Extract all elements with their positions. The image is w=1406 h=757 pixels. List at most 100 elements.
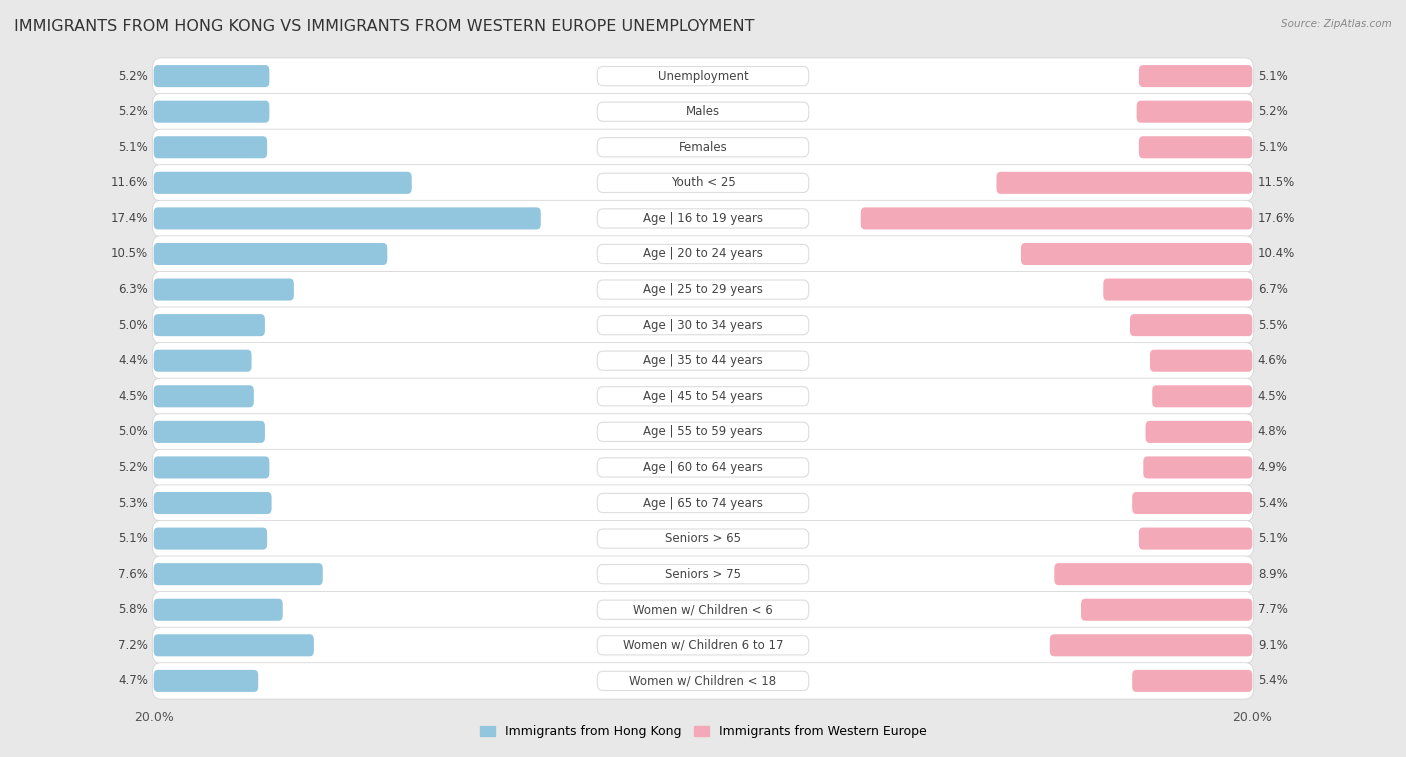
Text: 8.9%: 8.9% xyxy=(1258,568,1288,581)
Text: Women w/ Children 6 to 17: Women w/ Children 6 to 17 xyxy=(623,639,783,652)
Text: Age | 35 to 44 years: Age | 35 to 44 years xyxy=(643,354,763,367)
FancyBboxPatch shape xyxy=(1146,421,1253,443)
Text: Seniors > 75: Seniors > 75 xyxy=(665,568,741,581)
FancyBboxPatch shape xyxy=(153,136,267,158)
FancyBboxPatch shape xyxy=(1139,65,1253,87)
Text: Females: Females xyxy=(679,141,727,154)
FancyBboxPatch shape xyxy=(153,350,252,372)
FancyBboxPatch shape xyxy=(153,279,294,301)
Text: Age | 65 to 74 years: Age | 65 to 74 years xyxy=(643,497,763,509)
Text: 7.7%: 7.7% xyxy=(1258,603,1288,616)
FancyBboxPatch shape xyxy=(153,314,264,336)
FancyBboxPatch shape xyxy=(152,129,1254,166)
FancyBboxPatch shape xyxy=(598,245,808,263)
FancyBboxPatch shape xyxy=(598,529,808,548)
FancyBboxPatch shape xyxy=(152,556,1254,592)
Text: 5.1%: 5.1% xyxy=(1258,141,1288,154)
Legend: Immigrants from Hong Kong, Immigrants from Western Europe: Immigrants from Hong Kong, Immigrants fr… xyxy=(475,721,931,743)
FancyBboxPatch shape xyxy=(598,138,808,157)
FancyBboxPatch shape xyxy=(598,565,808,584)
FancyBboxPatch shape xyxy=(153,101,270,123)
FancyBboxPatch shape xyxy=(598,351,808,370)
FancyBboxPatch shape xyxy=(598,387,808,406)
FancyBboxPatch shape xyxy=(1050,634,1253,656)
FancyBboxPatch shape xyxy=(1054,563,1253,585)
FancyBboxPatch shape xyxy=(153,563,323,585)
Text: Age | 25 to 29 years: Age | 25 to 29 years xyxy=(643,283,763,296)
FancyBboxPatch shape xyxy=(152,165,1254,201)
Text: Age | 60 to 64 years: Age | 60 to 64 years xyxy=(643,461,763,474)
FancyBboxPatch shape xyxy=(1150,350,1253,372)
FancyBboxPatch shape xyxy=(152,307,1254,343)
FancyBboxPatch shape xyxy=(860,207,1253,229)
Text: Age | 55 to 59 years: Age | 55 to 59 years xyxy=(643,425,763,438)
FancyBboxPatch shape xyxy=(152,272,1254,307)
FancyBboxPatch shape xyxy=(598,671,808,690)
Text: Youth < 25: Youth < 25 xyxy=(671,176,735,189)
Text: Age | 20 to 24 years: Age | 20 to 24 years xyxy=(643,248,763,260)
FancyBboxPatch shape xyxy=(153,243,387,265)
FancyBboxPatch shape xyxy=(598,67,808,86)
Text: 5.0%: 5.0% xyxy=(118,425,148,438)
FancyBboxPatch shape xyxy=(598,636,808,655)
Text: 17.6%: 17.6% xyxy=(1258,212,1295,225)
Text: Source: ZipAtlas.com: Source: ZipAtlas.com xyxy=(1281,19,1392,29)
FancyBboxPatch shape xyxy=(152,485,1254,521)
Text: 5.1%: 5.1% xyxy=(1258,70,1288,83)
Text: Age | 16 to 19 years: Age | 16 to 19 years xyxy=(643,212,763,225)
Text: Age | 30 to 34 years: Age | 30 to 34 years xyxy=(643,319,763,332)
FancyBboxPatch shape xyxy=(152,94,1254,130)
FancyBboxPatch shape xyxy=(153,172,412,194)
Text: 5.2%: 5.2% xyxy=(118,70,148,83)
Text: Women w/ Children < 18: Women w/ Children < 18 xyxy=(630,674,776,687)
Text: 6.7%: 6.7% xyxy=(1258,283,1288,296)
Text: 11.5%: 11.5% xyxy=(1258,176,1295,189)
FancyBboxPatch shape xyxy=(598,209,808,228)
Text: 5.4%: 5.4% xyxy=(1258,497,1288,509)
FancyBboxPatch shape xyxy=(153,528,267,550)
FancyBboxPatch shape xyxy=(153,670,259,692)
FancyBboxPatch shape xyxy=(1130,314,1253,336)
Text: 4.8%: 4.8% xyxy=(1258,425,1288,438)
FancyBboxPatch shape xyxy=(152,591,1254,628)
Text: 5.3%: 5.3% xyxy=(118,497,148,509)
Text: 5.2%: 5.2% xyxy=(1258,105,1288,118)
FancyBboxPatch shape xyxy=(152,378,1254,414)
FancyBboxPatch shape xyxy=(1136,101,1253,123)
FancyBboxPatch shape xyxy=(153,599,283,621)
FancyBboxPatch shape xyxy=(153,456,270,478)
FancyBboxPatch shape xyxy=(153,385,254,407)
Text: 4.5%: 4.5% xyxy=(1258,390,1288,403)
FancyBboxPatch shape xyxy=(598,458,808,477)
FancyBboxPatch shape xyxy=(1139,136,1253,158)
FancyBboxPatch shape xyxy=(598,173,808,192)
Text: Women w/ Children < 6: Women w/ Children < 6 xyxy=(633,603,773,616)
FancyBboxPatch shape xyxy=(152,450,1254,485)
Text: 5.1%: 5.1% xyxy=(118,141,148,154)
Text: Males: Males xyxy=(686,105,720,118)
FancyBboxPatch shape xyxy=(1152,385,1253,407)
Text: 4.6%: 4.6% xyxy=(1258,354,1288,367)
FancyBboxPatch shape xyxy=(1021,243,1253,265)
Text: 5.0%: 5.0% xyxy=(118,319,148,332)
Text: 5.4%: 5.4% xyxy=(1258,674,1288,687)
FancyBboxPatch shape xyxy=(153,207,541,229)
Text: 4.7%: 4.7% xyxy=(118,674,148,687)
Text: 5.1%: 5.1% xyxy=(118,532,148,545)
Text: IMMIGRANTS FROM HONG KONG VS IMMIGRANTS FROM WESTERN EUROPE UNEMPLOYMENT: IMMIGRANTS FROM HONG KONG VS IMMIGRANTS … xyxy=(14,19,755,34)
Text: 10.5%: 10.5% xyxy=(111,248,148,260)
FancyBboxPatch shape xyxy=(1132,492,1253,514)
Text: 17.4%: 17.4% xyxy=(111,212,148,225)
Text: 5.5%: 5.5% xyxy=(1258,319,1288,332)
Text: 5.8%: 5.8% xyxy=(118,603,148,616)
Text: 5.2%: 5.2% xyxy=(118,105,148,118)
FancyBboxPatch shape xyxy=(997,172,1253,194)
Text: Seniors > 65: Seniors > 65 xyxy=(665,532,741,545)
FancyBboxPatch shape xyxy=(152,627,1254,663)
Text: Age | 45 to 54 years: Age | 45 to 54 years xyxy=(643,390,763,403)
Text: 6.3%: 6.3% xyxy=(118,283,148,296)
FancyBboxPatch shape xyxy=(598,600,808,619)
Text: 10.4%: 10.4% xyxy=(1258,248,1295,260)
FancyBboxPatch shape xyxy=(1139,528,1253,550)
Text: 4.5%: 4.5% xyxy=(118,390,148,403)
